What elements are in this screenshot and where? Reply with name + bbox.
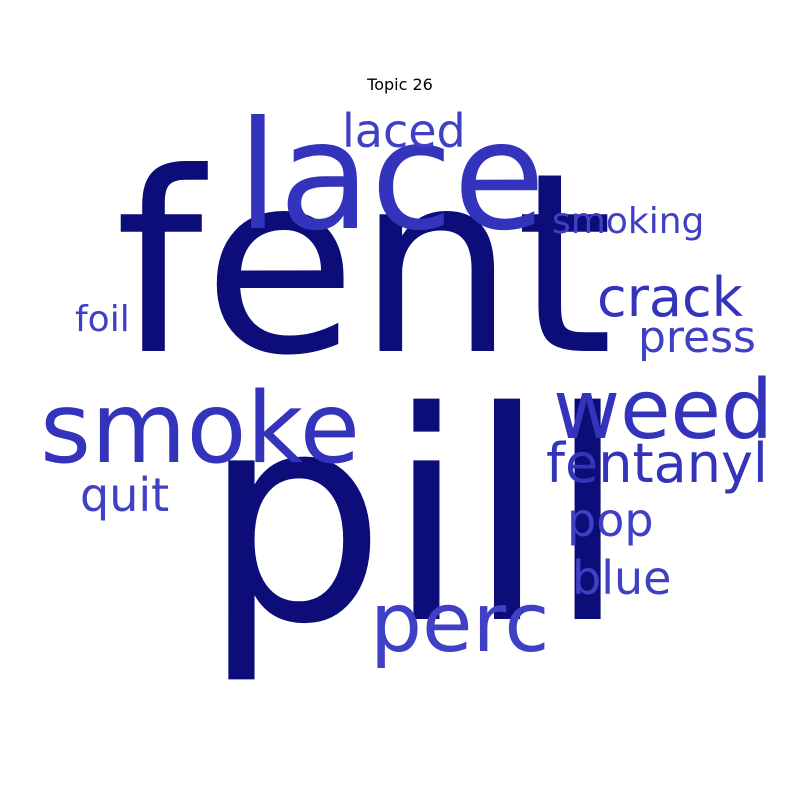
- word-foil: foil: [75, 299, 130, 340]
- word-smoking: smoking: [552, 201, 705, 242]
- word-fentanyl: fentanyl: [546, 432, 768, 495]
- word-fent: fent: [115, 119, 614, 410]
- word-perc: perc: [370, 576, 550, 671]
- word-lace: lace: [237, 90, 546, 264]
- word-weed: weed: [553, 363, 774, 458]
- word-laced: laced: [342, 104, 466, 158]
- word-smoke: smoke: [40, 372, 361, 486]
- word-crack: crack: [597, 266, 743, 329]
- chart-title: Topic 26: [367, 75, 433, 94]
- word-quit: quit: [80, 468, 170, 522]
- word-press: press: [638, 312, 756, 363]
- word-pop: pop: [567, 493, 654, 547]
- word-pill: pill: [202, 351, 628, 688]
- word-blue: blue: [572, 551, 672, 605]
